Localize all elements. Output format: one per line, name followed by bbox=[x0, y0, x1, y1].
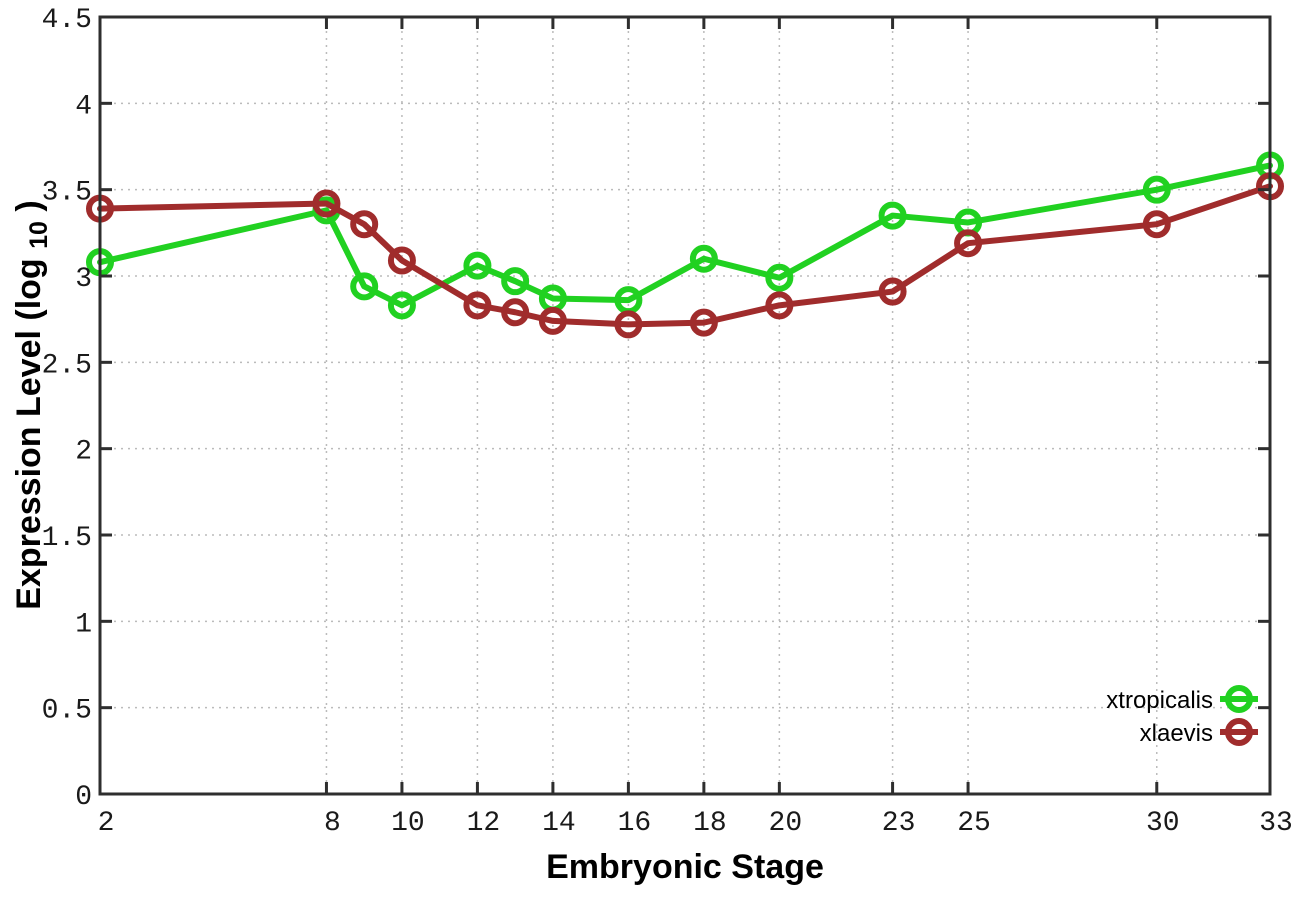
y-tick-label: 3 bbox=[75, 264, 92, 295]
data-point-xtropicalis bbox=[1142, 175, 1171, 204]
data-point-xlaevis bbox=[387, 246, 416, 275]
data-point-xtropicalis bbox=[350, 272, 379, 301]
y-axis-title-main: Expression Level (log bbox=[10, 258, 48, 609]
data-point-xlaevis bbox=[765, 291, 794, 320]
plot-border bbox=[98, 15, 1272, 796]
data-point-xlaevis bbox=[954, 229, 983, 258]
x-axis-title: Embryonic Stage bbox=[546, 848, 824, 886]
data-point-xlaevis bbox=[538, 306, 567, 335]
series-layer bbox=[86, 151, 1284, 339]
grid-layer bbox=[100, 17, 1270, 794]
x-tick-label: 2 bbox=[98, 808, 115, 839]
legend-sample-marker-xtropicalis bbox=[1225, 685, 1253, 713]
x-tick-label: 25 bbox=[957, 808, 991, 839]
x-tick-label: 30 bbox=[1146, 808, 1180, 839]
legend-samples bbox=[1220, 685, 1258, 746]
legend: xtropicalis xlaevis bbox=[1106, 685, 1258, 747]
tick-layer bbox=[98, 15, 1272, 796]
legend-sample-marker-xlaevis bbox=[1225, 718, 1253, 746]
tick-label-layer: 2 8 10 12 14 16 18 20 23 25 30 33 0 0.5 1 1.5 2 2.5 3 3.5 4 4… bbox=[42, 5, 1293, 839]
y-axis-title: Expression Level (log 10 ) bbox=[10, 200, 55, 610]
y-axis-title-subscript: 10 bbox=[25, 221, 53, 249]
data-point-xtropicalis bbox=[765, 263, 794, 292]
data-point-xtropicalis bbox=[501, 267, 530, 296]
data-point-xlaevis bbox=[463, 291, 492, 320]
y-tick-label: 0 bbox=[75, 782, 92, 813]
x-tick-label: 8 bbox=[324, 808, 341, 839]
data-point-xlaevis bbox=[878, 277, 907, 306]
x-tick-label: 23 bbox=[882, 808, 916, 839]
x-tick-label: 33 bbox=[1259, 808, 1293, 839]
data-point-xlaevis bbox=[689, 308, 718, 337]
data-point-xlaevis bbox=[614, 310, 643, 339]
data-point-xlaevis bbox=[350, 210, 379, 239]
x-tick-label: 18 bbox=[693, 808, 727, 839]
y-tick-label: 2 bbox=[75, 437, 92, 468]
y-tick-label: 1.5 bbox=[42, 523, 92, 554]
y-axis-title-close: ) bbox=[10, 200, 48, 211]
y-tick-label: 3.5 bbox=[42, 178, 92, 209]
legend-label-xlaevis: xlaevis bbox=[1140, 720, 1213, 747]
y-tick-label: 2.5 bbox=[42, 350, 92, 381]
data-point-xtropicalis bbox=[878, 201, 907, 230]
data-point-xlaevis bbox=[1142, 210, 1171, 239]
y-tick-label: 4.5 bbox=[42, 5, 92, 36]
data-point-xlaevis bbox=[312, 189, 341, 218]
y-tick-label: 0.5 bbox=[42, 696, 92, 727]
x-tick-label: 16 bbox=[618, 808, 652, 839]
x-tick-label: 14 bbox=[542, 808, 576, 839]
data-point-xtropicalis bbox=[689, 244, 718, 273]
legend-label-xtropicalis: xtropicalis bbox=[1106, 687, 1213, 714]
data-point-xtropicalis bbox=[463, 251, 492, 280]
y-tick-label: 1 bbox=[75, 609, 92, 640]
series-line-xlaevis bbox=[97, 183, 1273, 328]
y-tick-label: 4 bbox=[75, 91, 92, 122]
series-line-xtropicalis bbox=[97, 162, 1273, 309]
data-point-xlaevis bbox=[501, 298, 530, 327]
x-tick-label: 10 bbox=[391, 808, 425, 839]
x-tick-label: 20 bbox=[769, 808, 803, 839]
data-point-xtropicalis bbox=[387, 291, 416, 320]
x-tick-label: 12 bbox=[467, 808, 501, 839]
